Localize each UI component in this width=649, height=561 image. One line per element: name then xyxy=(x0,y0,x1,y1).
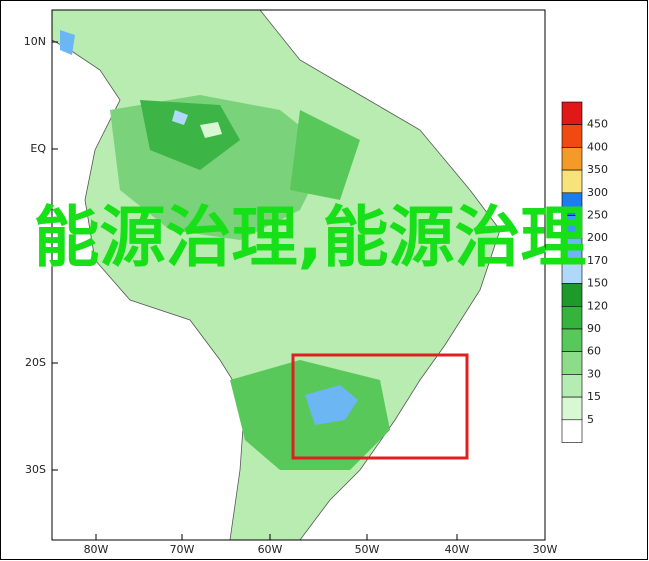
lon-label: 30W xyxy=(533,543,558,556)
map-frame xyxy=(51,9,546,541)
colorbar-box xyxy=(561,328,583,353)
lat-label: EQ xyxy=(30,142,46,155)
colorbar-box xyxy=(561,283,583,307)
colorbar-label: 60 xyxy=(587,345,601,358)
overlay-text: 能源治理,能源治理 xyxy=(33,199,587,276)
colorbar-label: 15 xyxy=(587,390,601,403)
colorbar-box xyxy=(561,101,583,126)
colorbar-label: 200 xyxy=(587,231,608,244)
colorbar-label: 250 xyxy=(587,209,608,222)
colorbar-label: 90 xyxy=(587,322,601,335)
colorbar-box xyxy=(561,351,583,375)
colorbar-label: 400 xyxy=(587,140,608,153)
colorbar-label: 450 xyxy=(587,118,608,131)
colorbar-label: 30 xyxy=(587,367,601,380)
colorbar-label: 350 xyxy=(587,163,608,176)
colorbar-box xyxy=(561,419,583,443)
lon-label: 60W xyxy=(258,543,283,556)
colorbar-label: 120 xyxy=(587,299,608,312)
lon-label: 70W xyxy=(170,543,195,556)
lat-label: 20S xyxy=(25,356,46,369)
colorbar-box xyxy=(561,305,583,330)
colorbar-box xyxy=(561,169,583,194)
lon-label: 80W xyxy=(84,543,109,556)
highlight-box xyxy=(291,353,469,460)
lon-label: 40W xyxy=(445,543,470,556)
colorbar-label: 170 xyxy=(587,254,608,267)
colorbar-box xyxy=(561,374,583,398)
colorbar-box xyxy=(561,124,583,148)
land xyxy=(51,9,501,541)
colorbar-label: 300 xyxy=(587,186,608,199)
colorbar-box xyxy=(561,147,583,171)
colorbar-label: 150 xyxy=(587,277,608,290)
colorbar-box xyxy=(561,396,583,421)
lon-label: 50W xyxy=(355,543,380,556)
lat-label: 30S xyxy=(25,463,46,476)
colorbar-label: 5 xyxy=(587,413,594,426)
lat-label: 10N xyxy=(24,35,46,48)
